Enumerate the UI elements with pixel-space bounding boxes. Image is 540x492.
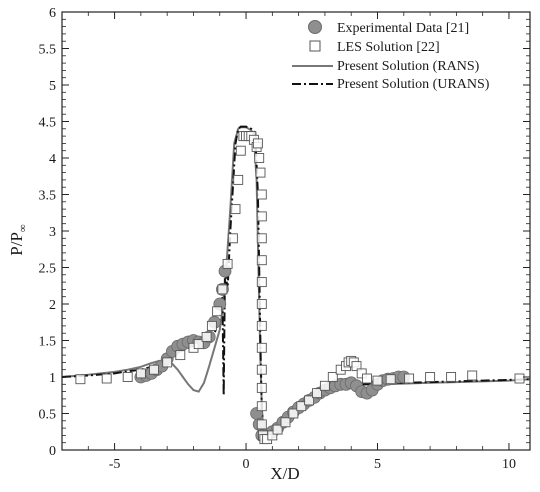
les-point xyxy=(256,189,267,200)
series-layer xyxy=(61,125,531,445)
les-point xyxy=(256,299,267,309)
les-point xyxy=(425,372,436,382)
x-tick-label: 10 xyxy=(502,457,516,472)
les-point xyxy=(235,145,246,156)
les-point xyxy=(233,174,244,185)
les-point xyxy=(372,375,383,386)
les-point xyxy=(135,368,146,379)
legend-item-les: LES Solution [22] xyxy=(309,40,440,55)
les-point xyxy=(256,382,267,393)
y-tick-label: 4 xyxy=(49,152,56,167)
les-point xyxy=(149,364,159,375)
les-point xyxy=(304,395,315,406)
les-point xyxy=(230,204,241,215)
y-tick-label: 0.5 xyxy=(39,408,57,423)
les-point xyxy=(319,380,330,391)
les-point xyxy=(312,388,322,399)
les-point xyxy=(256,364,267,375)
les-point xyxy=(514,373,525,384)
legend-label-rans: Present Solution (RANS) xyxy=(337,59,480,74)
y-tick-label: 1 xyxy=(49,371,56,386)
les-point xyxy=(193,339,204,350)
y-tick-label: 2.5 xyxy=(39,262,57,277)
legend-item-experimental: Experimental Data [21] xyxy=(308,20,469,36)
x-tick-label: 0 xyxy=(243,457,250,472)
les-point xyxy=(280,417,291,428)
les-point xyxy=(256,255,267,266)
legend-label-urans: Present Solution (URANS) xyxy=(337,77,490,92)
y-tick-label: 3.5 xyxy=(39,189,57,204)
les-point xyxy=(101,373,112,384)
les-point xyxy=(467,370,478,381)
y-tick-label: 4.5 xyxy=(39,116,57,131)
les-point xyxy=(267,430,278,441)
x-tick-label: 5 xyxy=(374,457,381,472)
y-tick-label: 6 xyxy=(49,6,56,21)
les-point xyxy=(217,284,228,295)
les-point xyxy=(256,320,267,331)
legend-item-urans: Present Solution (URANS) xyxy=(292,77,490,92)
legend-label-les: LES Solution [22] xyxy=(337,40,440,55)
y-tick-label: 2 xyxy=(49,298,56,313)
x-axis-title: X/D xyxy=(270,464,299,483)
les-point xyxy=(256,277,267,288)
les-point xyxy=(162,357,173,368)
les-point xyxy=(385,374,396,385)
y-axis-title-subscript: ∞ xyxy=(17,224,29,232)
y-tick-label: 5 xyxy=(49,79,56,94)
y-axis-title: P/P∞ xyxy=(7,224,29,256)
les-point xyxy=(256,419,267,430)
les-point xyxy=(256,401,267,412)
les-point xyxy=(288,408,299,419)
les-point xyxy=(351,361,362,372)
les-point xyxy=(75,374,86,385)
legend-marker-experimental xyxy=(308,20,322,34)
les-point xyxy=(296,401,307,412)
y-tick-label: 0 xyxy=(49,444,56,459)
les-point xyxy=(255,167,266,178)
les-point xyxy=(362,373,372,384)
svg-text:P/P∞: P/P∞ xyxy=(7,224,29,256)
les-point xyxy=(256,211,267,222)
les-point xyxy=(201,331,212,342)
legend: Experimental Data [21] LES Solution [22]… xyxy=(292,20,490,92)
les-point xyxy=(252,138,263,149)
les-point xyxy=(272,424,283,435)
les-point xyxy=(446,372,457,382)
les-point xyxy=(122,372,133,382)
y-tick-label: 5.5 xyxy=(39,43,57,58)
les-point xyxy=(404,373,415,384)
legend-item-rans: Present Solution (RANS) xyxy=(292,59,480,74)
legend-marker-les xyxy=(309,40,321,52)
les-point xyxy=(254,153,265,163)
y-tick-label: 1.5 xyxy=(39,335,57,350)
axes: -5 0 5 10 0 0.5 1 1.5 2 2.5 3 3.5 4 4.5 5 5.5 6 xyxy=(39,6,531,472)
les-point xyxy=(256,233,267,244)
y-tick-label: 3 xyxy=(49,225,56,240)
les-point xyxy=(222,258,233,269)
les-point xyxy=(356,368,367,379)
y-axis-title-main: P/P xyxy=(7,232,26,256)
les-point xyxy=(327,372,338,382)
les-point xyxy=(206,320,217,331)
x-tick-label: -5 xyxy=(109,457,121,472)
les-point xyxy=(212,306,223,317)
legend-label-experimental: Experimental Data [21] xyxy=(337,21,469,36)
les-point xyxy=(227,233,238,244)
les-point xyxy=(256,342,267,353)
les-point xyxy=(175,350,186,361)
